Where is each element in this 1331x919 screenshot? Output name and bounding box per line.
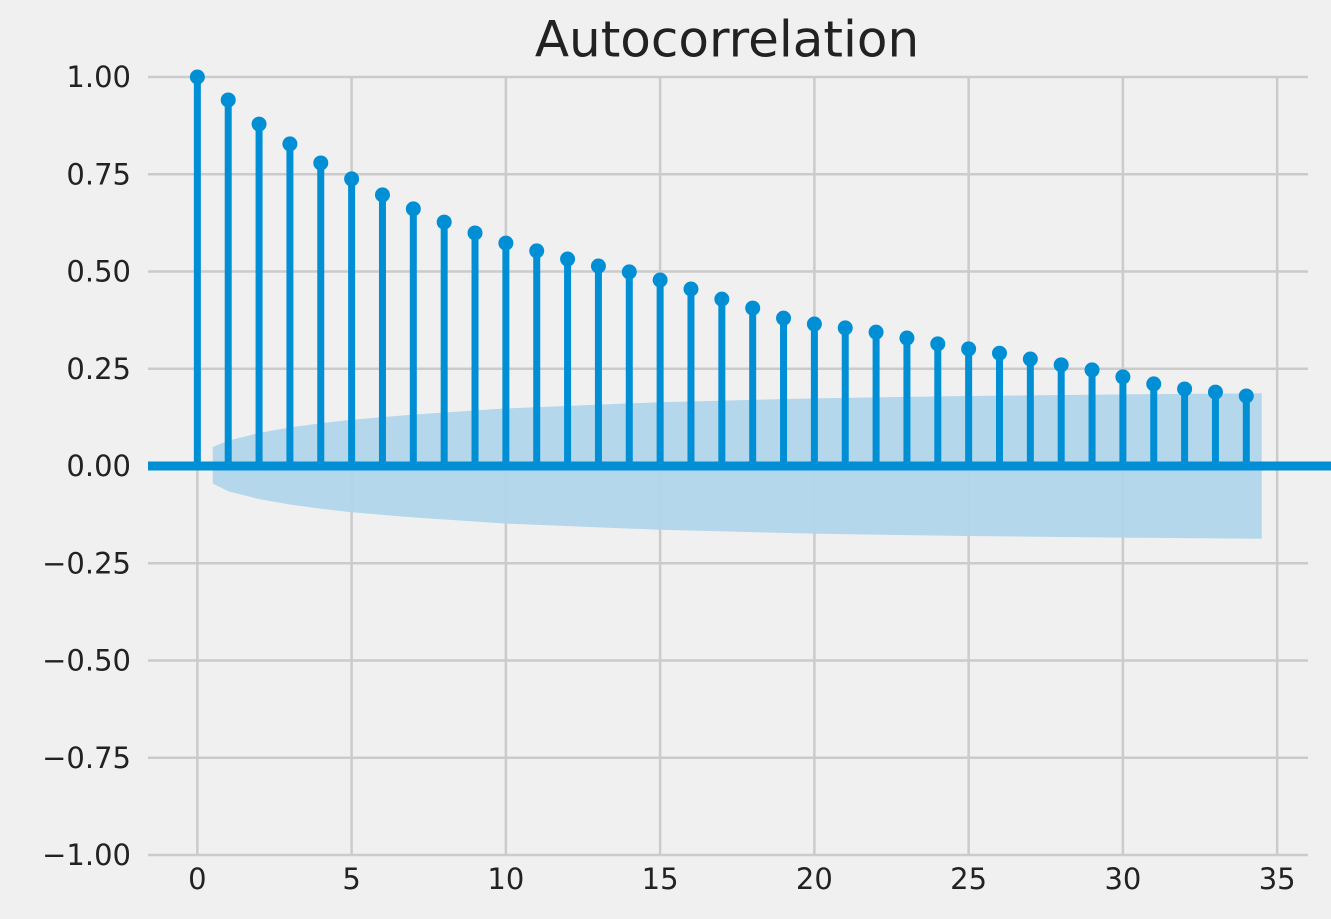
stem-marker [220, 92, 236, 108]
stem-marker [498, 235, 514, 251]
x-tick-label: 10 [487, 862, 524, 896]
x-tick-label: 30 [1104, 862, 1141, 896]
stem-marker [467, 225, 483, 241]
y-tick-label: 0.00 [66, 449, 131, 483]
stem-marker [621, 264, 637, 280]
stem-marker [189, 69, 205, 85]
x-tick-label: 0 [188, 862, 206, 896]
stem-marker [961, 341, 977, 357]
y-tick-label: −0.25 [42, 546, 131, 580]
stem-marker [714, 291, 730, 307]
chart-title: Autocorrelation [535, 11, 919, 69]
x-tick-label: 25 [950, 862, 987, 896]
stem-marker [313, 155, 329, 171]
stem-marker [1053, 357, 1069, 373]
stem-marker [1177, 381, 1193, 397]
stem-marker [1207, 384, 1223, 400]
stem-marker [405, 201, 421, 217]
x-tick-label: 35 [1259, 862, 1296, 896]
stem-marker [745, 300, 761, 316]
y-tick-label: −0.75 [42, 741, 131, 775]
stem-marker [683, 281, 699, 297]
x-tick-label: 5 [342, 862, 360, 896]
stem-marker [251, 116, 267, 132]
y-tick-label: 0.75 [66, 157, 131, 191]
y-tick-label: 1.00 [66, 60, 131, 94]
stem-marker [837, 320, 853, 336]
x-tick-label: 15 [642, 862, 679, 896]
stem-marker [436, 214, 452, 230]
stem-marker [1022, 351, 1038, 367]
stem-marker [282, 136, 298, 152]
y-tick-label: −1.00 [42, 838, 131, 872]
stem-marker [560, 251, 576, 267]
stem-marker [1084, 362, 1100, 378]
stem-marker [529, 243, 545, 259]
y-tick-label: 0.50 [66, 255, 131, 289]
stem-marker [1146, 376, 1162, 392]
stem-marker [344, 171, 360, 187]
y-tick-label: −0.50 [42, 644, 131, 678]
stem-marker [652, 272, 668, 288]
stem-marker [930, 336, 946, 352]
x-tick-label: 20 [796, 862, 833, 896]
stem-marker [899, 330, 915, 346]
y-tick-label: 0.25 [66, 352, 131, 386]
stem-marker [868, 324, 884, 340]
stem-marker [776, 310, 792, 326]
stem-marker [1115, 369, 1131, 385]
stem-marker [590, 258, 606, 274]
stem-marker [1238, 388, 1254, 404]
stem-marker [374, 187, 390, 203]
stem-marker [991, 345, 1007, 361]
stem-marker [806, 316, 822, 332]
